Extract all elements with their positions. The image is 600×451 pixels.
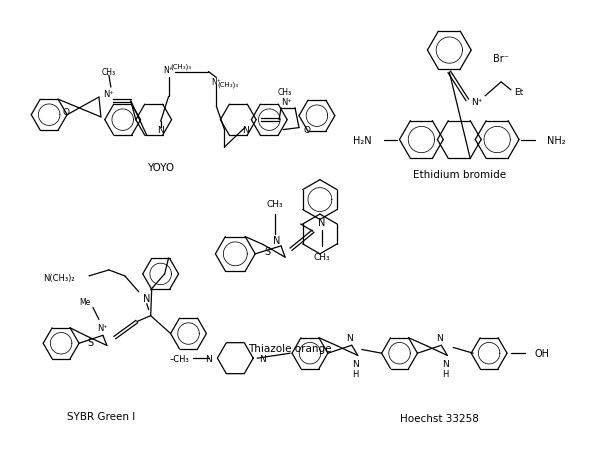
Text: Thiazole orange: Thiazole orange bbox=[248, 344, 332, 354]
Text: H₂N: H₂N bbox=[353, 135, 371, 145]
Text: N: N bbox=[157, 125, 164, 134]
Text: YOYO: YOYO bbox=[147, 163, 174, 173]
Text: S: S bbox=[264, 246, 270, 256]
Text: N⁺: N⁺ bbox=[281, 98, 292, 107]
Text: Et: Et bbox=[514, 88, 524, 97]
Text: N: N bbox=[318, 217, 326, 227]
Text: SYBR Green I: SYBR Green I bbox=[67, 411, 135, 421]
Text: CH₃: CH₃ bbox=[102, 68, 116, 77]
Text: NH₂: NH₂ bbox=[547, 135, 566, 145]
Text: N(CH₃)₂: N(CH₃)₂ bbox=[43, 274, 75, 283]
Text: H: H bbox=[442, 369, 449, 378]
Text: N: N bbox=[442, 359, 449, 368]
Text: (CH₃)₃: (CH₃)₃ bbox=[218, 81, 239, 87]
Text: Br⁻: Br⁻ bbox=[493, 54, 509, 64]
Text: O: O bbox=[304, 126, 310, 135]
Text: N⁺: N⁺ bbox=[103, 89, 115, 98]
Text: N⁺: N⁺ bbox=[97, 323, 109, 332]
Text: N: N bbox=[143, 293, 151, 303]
Text: N⁺: N⁺ bbox=[211, 78, 221, 87]
Text: |: | bbox=[274, 213, 277, 224]
Text: N: N bbox=[436, 333, 443, 342]
Text: H: H bbox=[353, 369, 359, 378]
Text: N: N bbox=[274, 235, 281, 245]
Text: Ethidium bromide: Ethidium bromide bbox=[413, 170, 506, 180]
Text: Me: Me bbox=[80, 297, 91, 306]
Text: (CH₃)₃: (CH₃)₃ bbox=[170, 63, 191, 69]
Text: S: S bbox=[87, 337, 93, 347]
Text: N: N bbox=[352, 359, 359, 368]
Text: OH: OH bbox=[535, 349, 550, 359]
Text: N: N bbox=[346, 333, 353, 342]
Text: N⁺: N⁺ bbox=[472, 98, 483, 107]
Text: CH₃: CH₃ bbox=[267, 200, 283, 209]
Text: N: N bbox=[242, 125, 248, 134]
Text: N⁺: N⁺ bbox=[164, 66, 173, 75]
Text: CH₃: CH₃ bbox=[278, 88, 292, 97]
Text: CH₃: CH₃ bbox=[314, 252, 330, 261]
Text: Hoechst 33258: Hoechst 33258 bbox=[400, 413, 479, 423]
Text: O: O bbox=[62, 107, 70, 116]
Text: –CH₃: –CH₃ bbox=[170, 354, 190, 363]
Text: N: N bbox=[205, 354, 211, 363]
Text: N: N bbox=[259, 354, 266, 363]
